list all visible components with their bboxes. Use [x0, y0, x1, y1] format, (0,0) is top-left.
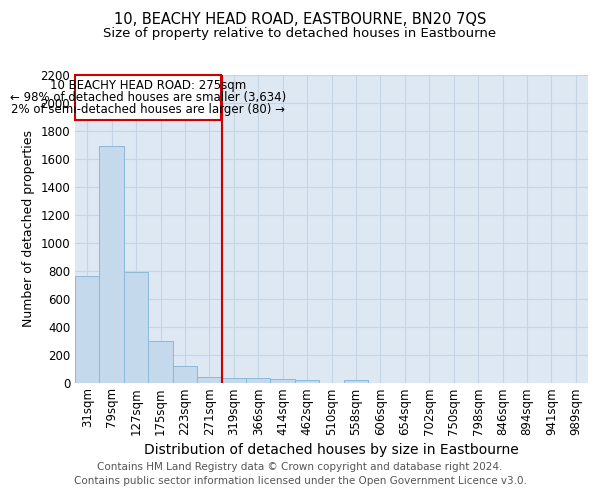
- Bar: [100, 146, 124, 382]
- Text: Contains public sector information licensed under the Open Government Licence v3: Contains public sector information licen…: [74, 476, 526, 486]
- Bar: [246, 378, 271, 382]
- Bar: [271, 379, 295, 382]
- FancyBboxPatch shape: [75, 75, 221, 120]
- Text: ← 98% of detached houses are smaller (3,634): ← 98% of detached houses are smaller (3,…: [10, 90, 286, 104]
- Bar: [173, 366, 197, 382]
- Bar: [148, 340, 173, 382]
- Bar: [221, 378, 246, 382]
- X-axis label: Distribution of detached houses by size in Eastbourne: Distribution of detached houses by size …: [144, 444, 519, 458]
- Bar: [197, 377, 221, 382]
- Text: 10 BEACHY HEAD ROAD: 275sqm: 10 BEACHY HEAD ROAD: 275sqm: [50, 79, 246, 92]
- Bar: [344, 380, 368, 382]
- Text: Size of property relative to detached houses in Eastbourne: Size of property relative to detached ho…: [103, 28, 497, 40]
- Bar: [295, 380, 319, 382]
- Text: 2% of semi-detached houses are larger (80) →: 2% of semi-detached houses are larger (8…: [11, 103, 285, 116]
- Text: Contains HM Land Registry data © Crown copyright and database right 2024.: Contains HM Land Registry data © Crown c…: [97, 462, 503, 472]
- Bar: [124, 272, 148, 382]
- Y-axis label: Number of detached properties: Number of detached properties: [22, 130, 35, 327]
- Text: 10, BEACHY HEAD ROAD, EASTBOURNE, BN20 7QS: 10, BEACHY HEAD ROAD, EASTBOURNE, BN20 7…: [114, 12, 486, 28]
- Bar: [75, 276, 100, 382]
